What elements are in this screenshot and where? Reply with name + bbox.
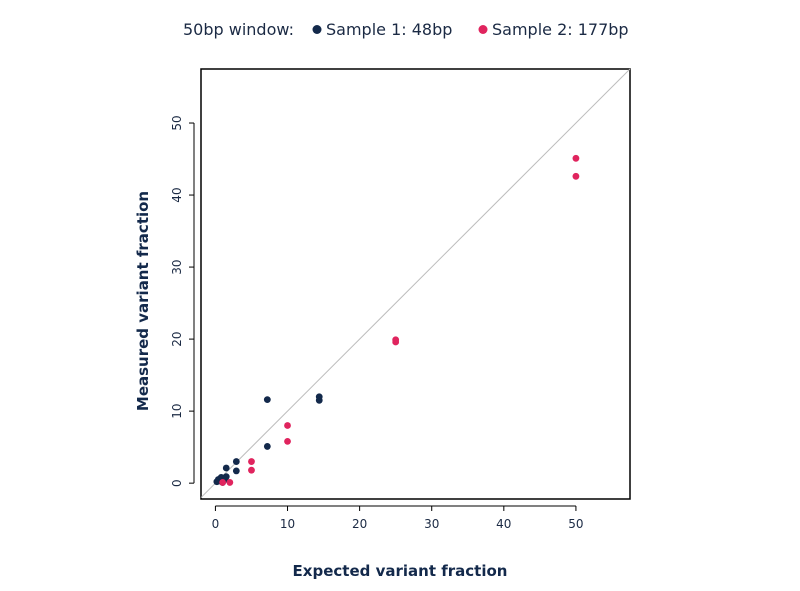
y-tick-label: 50	[170, 115, 184, 130]
plot-frame	[200, 68, 631, 500]
data-point-sample-2	[572, 154, 580, 162]
data-point-sample-2	[284, 437, 291, 445]
data-point-sample-2	[284, 422, 291, 429]
data-point-sample-2	[392, 336, 400, 344]
y-tick-label: 0	[170, 479, 184, 487]
legend-label-sample-2: Sample 2: 177bp	[492, 20, 629, 39]
y-tick-label: 40	[170, 187, 184, 202]
data-point-sample-1	[263, 443, 271, 450]
data-point-sample-1	[232, 458, 240, 465]
y-axis: 0 10 20 30 40 50	[170, 115, 195, 487]
y-axis-title: Measured variant fraction	[134, 191, 152, 411]
data-points	[213, 154, 580, 486]
data-point-sample-1	[222, 473, 230, 481]
y-tick-label: 30	[170, 259, 184, 274]
x-tick-label: 30	[424, 517, 439, 531]
data-point-sample-1	[315, 393, 323, 401]
data-point-sample-2	[248, 458, 255, 465]
x-tick-label: 0	[212, 517, 220, 531]
x-tick-label: 20	[352, 517, 367, 531]
data-point-sample-2	[219, 479, 227, 486]
legend: 50bp window: Sample 1: 48bp Sample 2: 17…	[183, 20, 629, 39]
x-axis: 0 10 20 30 40 50	[212, 505, 584, 531]
legend-label-sample-1: Sample 1: 48bp	[326, 20, 452, 39]
data-point-sample-1	[263, 396, 271, 404]
y-tick-label: 10	[170, 403, 184, 418]
x-tick-label: 10	[280, 517, 295, 531]
identity-line	[200, 68, 631, 498]
data-point-sample-1	[222, 464, 230, 472]
x-axis-title: Expected variant fraction	[293, 562, 508, 580]
legend-title: 50bp window:	[183, 20, 294, 39]
legend-marker-sample-2	[478, 25, 488, 34]
x-tick-label: 40	[496, 517, 511, 531]
data-point-sample-2	[248, 466, 255, 474]
x-tick-label: 50	[568, 517, 583, 531]
data-point-sample-2	[226, 479, 234, 486]
data-point-sample-1	[232, 467, 240, 475]
legend-marker-sample-1	[312, 25, 322, 34]
data-point-sample-2	[572, 172, 580, 180]
y-tick-label: 20	[170, 331, 184, 346]
